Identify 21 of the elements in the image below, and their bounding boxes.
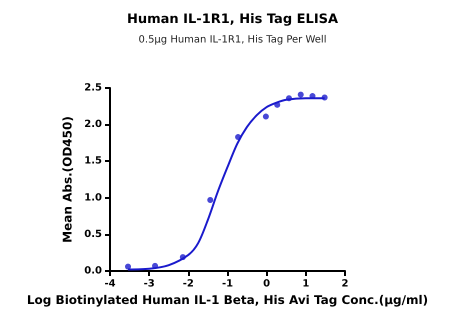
x-tick-label: -3 <box>144 278 155 290</box>
x-tick-label: -4 <box>104 278 116 290</box>
y-tick-label: 1.0 <box>84 192 102 204</box>
y-tick-label: 0.5 <box>84 228 102 240</box>
x-tick-label: 0 <box>263 278 270 290</box>
x-tick-label: -1 <box>222 278 234 290</box>
y-axis-title: Mean Abs.(OD450) <box>60 116 74 243</box>
point <box>298 92 304 98</box>
y-tick-label: 1.5 <box>84 156 102 167</box>
y-tick-label: 2.0 <box>84 119 102 130</box>
x-axis-title: Log Biotinylated Human IL-1 Beta, His Avi Tag Conc.(μg/ml) <box>26 292 428 307</box>
y-tick-label: 2.5 <box>84 82 102 94</box>
x-tick-label: -2 <box>182 278 194 290</box>
chart-title: Human IL-1R1, His Tag ELISA <box>126 12 338 27</box>
x-tick-label: 2 <box>342 278 349 290</box>
point <box>262 114 269 120</box>
chart-subtitle: 0.5μg Human IL-1R1, His Tag Per Well <box>138 34 326 46</box>
x-tick-label: 1 <box>302 278 310 290</box>
y-tick-label: 0.0 <box>84 266 102 276</box>
point <box>207 196 214 203</box>
point <box>125 264 132 270</box>
